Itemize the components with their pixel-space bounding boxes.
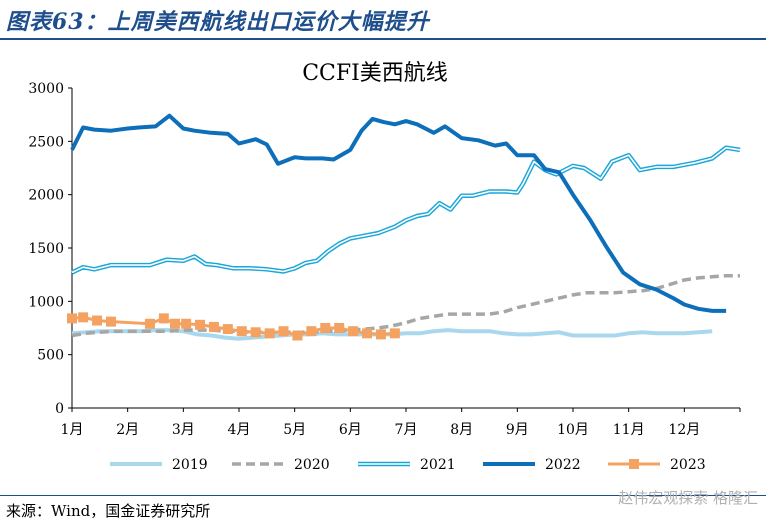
- series-2023-point: [144, 318, 155, 329]
- x-tick-label: 8月: [450, 422, 473, 438]
- legend-2019-label: 2019: [172, 457, 208, 473]
- series-2023-point: [236, 326, 247, 337]
- figure-title: 图表63：上周美西航线出口运价大幅提升: [6, 9, 430, 35]
- legend-2023-label: 2023: [670, 457, 706, 473]
- series-2023-point: [181, 318, 192, 329]
- series-2023-point: [306, 326, 317, 337]
- series-2023-point: [169, 318, 180, 329]
- title-rule: [0, 38, 766, 40]
- x-tick-label: 10月: [557, 422, 589, 438]
- series-2023-point: [78, 312, 89, 323]
- x-tick-label: 1月: [61, 422, 84, 438]
- y-tick-label: 500: [37, 348, 64, 364]
- footer-rule: [0, 495, 766, 496]
- series-2023-point: [320, 323, 331, 333]
- series-2023-point: [375, 329, 386, 340]
- series-2022-line: [70, 113, 727, 313]
- legend-2020-label: 2020: [294, 457, 330, 473]
- y-tick-label: 2500: [28, 134, 64, 150]
- x-tick-label: 5月: [283, 422, 306, 438]
- legend-2022-label: 2022: [545, 457, 581, 473]
- series-2023-point: [195, 319, 206, 330]
- series-2021-line: [71, 145, 741, 275]
- x-tick-label: 7月: [395, 422, 418, 438]
- axes: 0 500 1000 1500 2000 2500 3000 1月 2月 3月 4月 5月 6月 7月 8月…: [28, 81, 741, 438]
- series-2023-point: [334, 323, 345, 333]
- series-2023-point: [92, 315, 103, 326]
- series-2023-point: [158, 313, 169, 324]
- series-2023-point: [105, 316, 116, 327]
- y-tick-label: 1500: [28, 241, 64, 257]
- legend-2021-label: 2021: [420, 457, 456, 473]
- y-tick-label: 0: [55, 401, 64, 417]
- x-tick-label: 11月: [613, 422, 645, 438]
- series-2021-line-inner: [71, 146, 741, 274]
- series-2023-point: [389, 328, 400, 339]
- series-2023-point: [222, 324, 233, 335]
- x-tick-label: 9月: [506, 422, 529, 438]
- watermark: 赵伟宏观探索 格隆汇: [618, 489, 758, 507]
- chart-title: CCFI美西航线: [302, 61, 448, 86]
- series-2023-point: [264, 328, 275, 339]
- y-tick-label: 2000: [28, 188, 64, 204]
- series-2023-point: [208, 321, 219, 332]
- series-2023-point: [362, 328, 373, 339]
- series-2023-point: [67, 313, 77, 324]
- x-tick-label: 6月: [339, 422, 362, 438]
- y-tick-label: 3000: [28, 81, 64, 97]
- x-tick-label: 2月: [116, 422, 139, 438]
- x-tick-label: 3月: [172, 422, 195, 438]
- series-2023-point: [250, 327, 261, 338]
- y-tick-label: 1000: [28, 294, 64, 310]
- source-note: 来源：Wind，国金证券研究所: [6, 502, 211, 520]
- legend-2023-marker: [629, 459, 639, 469]
- series-2023-point: [348, 326, 359, 337]
- legend: 2019 2020 2021 2022 2023: [110, 457, 706, 473]
- x-tick-label: 12月: [668, 422, 700, 438]
- x-tick-label: 4月: [228, 422, 251, 438]
- series-2023-point: [278, 326, 289, 337]
- series-lines: [67, 113, 741, 341]
- series-2023-point: [292, 330, 303, 341]
- series-2020-line: [71, 273, 740, 338]
- ccfi-line-chart: CCFI美西航线 0 500 1000 1500 2000 2500 3000 1月 2月 3月 4…: [28, 61, 741, 473]
